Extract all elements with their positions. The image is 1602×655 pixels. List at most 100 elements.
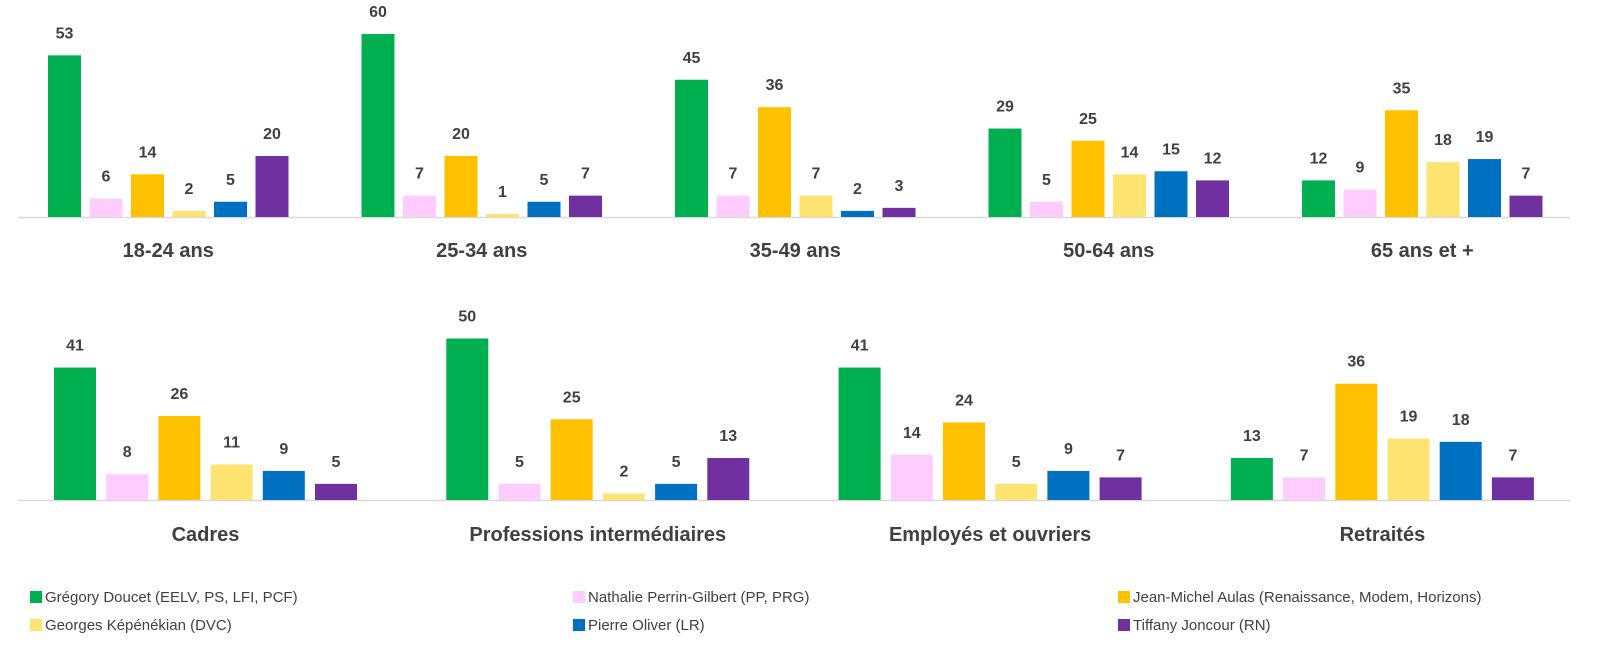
category-label: Employés et ouvriers xyxy=(889,524,1091,546)
data-label: 9 xyxy=(1356,160,1365,177)
category-label: 50-64 ans xyxy=(1063,240,1154,262)
bar-50-64-ans-georges-kepenekian-dvc xyxy=(1113,174,1146,217)
data-label: 50 xyxy=(458,309,476,326)
bar-group-cadres: 41 8 26 11 9 5 xyxy=(54,338,357,500)
bar-25-34-ans-pierre-oliver-lr xyxy=(527,201,561,217)
category-label: 18-24 ans xyxy=(123,240,214,262)
legend-label: Georges Képénékian (DVC) xyxy=(45,617,232,634)
data-label: 5 xyxy=(515,454,524,471)
data-label: 8 xyxy=(123,444,132,461)
legend-item-jean-michel-aulas-renaissance-modem-horizons: Jean-Michel Aulas (Renaissance, Modem, H… xyxy=(1118,589,1481,606)
bar-18-24-ans-nathalie-perrin-gilbert-pp-prg xyxy=(89,198,123,217)
data-label: 12 xyxy=(1310,150,1328,167)
bar-35-49-ans-tiffany-joncour-rn xyxy=(882,207,916,217)
legend: Grégory Doucet (EELV, PS, LFI, PCF) Natha… xyxy=(30,589,1481,634)
bar-25-34-ans-georges-kepenekian-dvc xyxy=(486,213,519,217)
data-label: 9 xyxy=(1064,441,1073,458)
legend-swatch xyxy=(30,619,42,631)
data-label: 7 xyxy=(812,166,821,183)
data-label: 24 xyxy=(955,392,973,409)
data-label: 5 xyxy=(1012,454,1021,471)
bar-50-64-ans-tiffany-joncour-rn xyxy=(1196,180,1229,217)
category-label: 65 ans et + xyxy=(1371,240,1474,262)
bar-18-24-ans-pierre-oliver-lr xyxy=(214,201,247,217)
bar-25-34-ans-jean-michel-aulas-renaissance-modem-horizons xyxy=(444,156,478,217)
bar-group-18-24-ans: 53 6 14 2 5 20 xyxy=(48,25,289,217)
bar-group-employes-et-ouvriers: 41 14 24 5 9 7 xyxy=(838,338,1142,500)
bar-cadres-nathalie-perrin-gilbert-pp-prg xyxy=(106,474,149,500)
bar-50-64-ans-gregory-doucet-eelv-ps-lfi-pcf xyxy=(988,128,1022,217)
bar-group-50-64-ans: 29 5 25 14 15 12 xyxy=(988,99,1229,217)
bar-65-ans-et-gregory-doucet-eelv-ps-lfi-pcf xyxy=(1302,180,1335,217)
data-label: 5 xyxy=(672,454,681,471)
bar-employes-et-ouvriers-georges-kepenekian-dvc xyxy=(995,483,1038,500)
bar-group-retraites: 13 7 36 19 18 7 xyxy=(1230,354,1534,500)
bar-retraites-gregory-doucet-eelv-ps-lfi-pcf xyxy=(1230,458,1273,500)
data-label: 36 xyxy=(766,77,784,94)
bar-professions-intermediaires-gregory-doucet-eelv-ps-lfi-pcf xyxy=(446,338,489,500)
data-label: 7 xyxy=(729,166,738,183)
data-label: 36 xyxy=(1347,354,1365,371)
category-label: 35-49 ans xyxy=(750,240,841,262)
data-label: 53 xyxy=(56,25,74,42)
bar-professions-intermediaires-tiffany-joncour-rn xyxy=(707,458,750,500)
bar-group-65-ans-et: 12 9 35 18 19 7 xyxy=(1302,80,1543,217)
category-label: Cadres xyxy=(172,524,240,546)
data-label: 60 xyxy=(369,4,387,21)
category-label: 25-34 ans xyxy=(436,240,527,262)
bar-50-64-ans-pierre-oliver-lr xyxy=(1154,171,1188,217)
data-label: 18 xyxy=(1434,132,1452,149)
bar-35-49-ans-jean-michel-aulas-renaissance-modem-horizons xyxy=(758,107,791,217)
bar-35-49-ans-georges-kepenekian-dvc xyxy=(799,195,833,217)
data-label: 7 xyxy=(415,166,424,183)
data-label: 15 xyxy=(1162,141,1180,158)
data-label: 13 xyxy=(1243,428,1261,445)
bar-35-49-ans-nathalie-perrin-gilbert-pp-prg xyxy=(716,195,750,217)
data-label: 2 xyxy=(185,181,194,198)
bar-employes-et-ouvriers-tiffany-joncour-rn xyxy=(1099,477,1142,500)
legend-item-gregory-doucet-eelv-ps-lfi-pcf: Grégory Doucet (EELV, PS, LFI, PCF) xyxy=(30,589,298,606)
bar-group-35-49-ans: 45 7 36 7 2 3 xyxy=(675,50,916,217)
data-label: 7 xyxy=(1508,447,1517,464)
data-label: 35 xyxy=(1393,80,1411,97)
bar-employes-et-ouvriers-pierre-oliver-lr xyxy=(1047,470,1090,500)
data-label: 2 xyxy=(853,181,862,198)
data-label: 9 xyxy=(279,441,288,458)
bar-25-34-ans-tiffany-joncour-rn xyxy=(569,195,602,217)
legend-label: Tiffany Joncour (RN) xyxy=(1133,617,1271,634)
data-label: 25 xyxy=(1079,111,1097,128)
category-label: Retraités xyxy=(1340,524,1426,546)
legend-label: Nathalie Perrin-Gilbert (PP, PRG) xyxy=(588,589,809,606)
bar-cadres-georges-kepenekian-dvc xyxy=(210,464,253,500)
bar-retraites-pierre-oliver-lr xyxy=(1439,441,1482,500)
data-label: 5 xyxy=(226,172,235,189)
data-label: 29 xyxy=(996,99,1014,116)
data-label: 41 xyxy=(851,338,869,355)
legend-swatch xyxy=(573,591,585,603)
bar-cadres-gregory-doucet-eelv-ps-lfi-pcf xyxy=(54,367,96,500)
bar-retraites-jean-michel-aulas-renaissance-modem-horizons xyxy=(1335,383,1378,500)
bar-65-ans-et-nathalie-perrin-gilbert-pp-prg xyxy=(1343,189,1377,217)
bar-retraites-georges-kepenekian-dvc xyxy=(1387,438,1430,500)
bar-cadres-jean-michel-aulas-renaissance-modem-horizons xyxy=(158,416,201,500)
data-label: 13 xyxy=(719,428,737,445)
data-label: 20 xyxy=(263,126,281,143)
bar-65-ans-et-tiffany-joncour-rn xyxy=(1509,195,1543,217)
category-label: Professions intermédiaires xyxy=(469,524,726,546)
data-label: 5 xyxy=(332,454,341,471)
data-label: 11 xyxy=(223,434,240,451)
data-label: 19 xyxy=(1400,409,1418,426)
bar-35-49-ans-gregory-doucet-eelv-ps-lfi-pcf xyxy=(675,79,708,217)
bar-18-24-ans-georges-kepenekian-dvc xyxy=(172,210,206,217)
data-label: 2 xyxy=(619,464,628,481)
bar-18-24-ans-gregory-doucet-eelv-ps-lfi-pcf xyxy=(48,55,81,217)
data-label: 14 xyxy=(1121,144,1139,161)
bar-professions-intermediaires-nathalie-perrin-gilbert-pp-prg xyxy=(498,483,541,500)
legend-swatch xyxy=(1118,619,1130,631)
bar-professions-intermediaires-pierre-oliver-lr xyxy=(655,483,698,500)
data-label: 5 xyxy=(1042,172,1051,189)
